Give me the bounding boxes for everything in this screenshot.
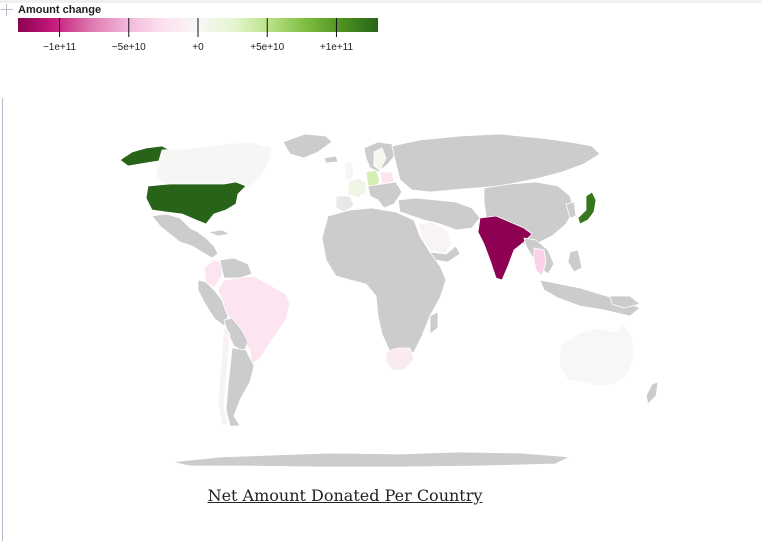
region-antarctica (171, 451, 571, 468)
legend-scale: −1e+11 −5e+10 +0 +5e+10 +1e+11 (18, 18, 378, 53)
region-greenland (282, 133, 333, 159)
color-legend: Amount change −1e+11 −5e+10 +0 +5e+10 +1e+11 (18, 4, 388, 60)
map-canvas (119, 133, 659, 468)
legend-tick-label-1: −5e+10 (112, 42, 146, 53)
region-mexico (151, 213, 219, 259)
region-sweden (373, 147, 387, 171)
region-india (477, 215, 533, 281)
region-new-guinea (609, 295, 641, 309)
region-iceland (323, 155, 339, 164)
region-south-africa (385, 347, 415, 371)
region-new-zealand (645, 381, 659, 405)
region-central-europe (367, 181, 403, 209)
region-caribbean (207, 229, 231, 237)
left-border (2, 98, 3, 541)
region-united-states (145, 181, 247, 225)
legend-title: Amount change (18, 4, 102, 16)
region-iberia (335, 195, 355, 213)
region-japan (577, 191, 597, 225)
region-canada (155, 141, 273, 187)
region-united-kingdom (343, 161, 355, 181)
chart-title: Net Amount Donated Per Country (207, 486, 483, 505)
region-madagascar (429, 311, 439, 335)
region-russia (391, 133, 601, 193)
legend-tick-label-2: +0 (192, 42, 204, 53)
legend-tick-label-0: −1e+11 (43, 42, 77, 53)
legend-ticks: −1e+11 −5e+10 +0 +5e+10 +1e+11 (43, 18, 354, 53)
legend-tick-label-3: +5e+10 (250, 42, 284, 53)
region-saudi-arabia (417, 221, 453, 255)
region-germany (365, 169, 381, 189)
region-southeast-islands (539, 279, 641, 317)
region-australia (559, 323, 635, 387)
crosshair-icon (1, 4, 13, 16)
region-korea (565, 201, 577, 219)
region-france (347, 177, 367, 199)
world-map (100, 120, 660, 475)
region-argentina (225, 347, 255, 427)
top-strip (0, 0, 761, 3)
region-philippines (567, 249, 583, 273)
region-middle-east (397, 197, 481, 231)
region-africa (321, 207, 447, 359)
region-chile (217, 325, 231, 427)
region-venezuela (219, 257, 253, 279)
legend-tick-label-4: +1e+11 (320, 42, 354, 53)
region-thailand (533, 247, 547, 277)
